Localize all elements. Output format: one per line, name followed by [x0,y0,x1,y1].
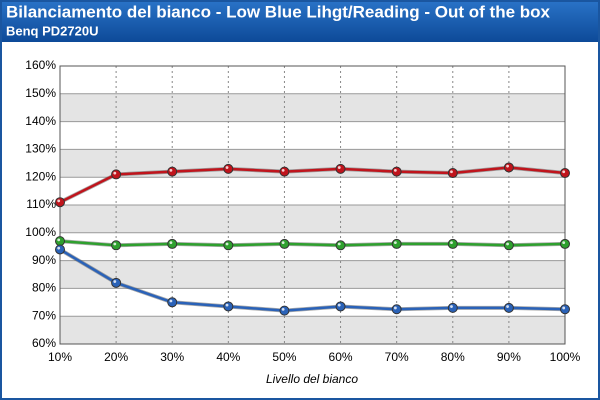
line [59,166,566,204]
point-highlight [562,241,566,245]
point [560,238,570,249]
point-highlight [337,242,341,246]
point [167,297,178,308]
point-highlight [450,241,453,245]
point [447,302,458,313]
y-tick-label: 70% [32,308,56,322]
y-tick-label: 140% [25,114,56,128]
point-highlight [450,170,453,174]
point [111,240,122,251]
x-tick-label: 20% [104,350,128,364]
chart-title: Bilanciamento del bianco - Low Blue Lihg… [6,2,551,21]
point [335,301,346,312]
point-highlight [57,246,61,250]
point-highlight [393,168,397,172]
y-tick-label: 90% [32,253,56,267]
point-highlight [281,241,285,245]
header [0,0,600,42]
point [111,169,122,180]
line [59,239,566,247]
point-highlight [506,305,509,308]
point-highlight [506,242,509,246]
point-highlight [113,280,117,283]
point [279,305,290,316]
point [503,162,514,173]
point [55,244,65,255]
point [447,168,458,179]
point [223,240,234,251]
y-tick-label: 150% [25,86,56,100]
point [55,197,65,208]
point [279,238,290,249]
point [391,304,402,315]
point [167,238,178,249]
point [560,168,570,179]
point-highlight [169,241,173,245]
x-tick-label: 90% [497,350,521,364]
x-axis-label: Livello del bianco [266,372,358,386]
x-tick-label: 100% [550,350,581,364]
point [279,166,290,177]
point [560,304,570,315]
x-tick-label: 10% [48,350,72,364]
point-highlight [562,306,566,310]
grid-band [60,93,565,122]
point-highlight [337,303,341,307]
y-tick-label: 100% [25,225,56,239]
x-tick-label: 40% [216,350,240,364]
x-tick-label: 60% [329,350,353,364]
point-highlight [281,168,285,172]
y-tick-label: 120% [25,169,56,183]
point [335,240,346,251]
x-tick-label: 70% [385,350,409,364]
point [391,166,402,177]
point [391,238,402,249]
point-highlight [281,307,285,311]
y-tick-label: 130% [25,142,56,156]
point-highlight [506,164,509,168]
point [55,236,65,247]
point-highlight [57,238,61,242]
point-highlight [562,170,566,174]
point [503,240,514,251]
y-tick-label: 80% [32,281,56,295]
point-highlight [337,166,341,169]
point-highlight [169,299,173,303]
point-highlight [225,242,229,246]
point [223,163,234,174]
grid-band [60,260,565,289]
point-highlight [113,171,117,175]
point [223,301,234,312]
x-tick-label: 80% [441,350,465,364]
point [111,277,122,288]
y-tick-label: 160% [25,58,56,72]
point [503,302,514,313]
point-highlight [225,303,229,307]
point-highlight [57,199,61,203]
point [167,166,178,177]
y-tick-label: 60% [32,336,56,350]
x-tick-label: 30% [160,350,184,364]
point [447,238,458,249]
line [59,248,566,312]
grid-band [60,316,565,344]
point-highlight [393,306,397,310]
grid-band [60,205,565,233]
point-highlight [450,305,453,308]
x-tick-label: 50% [272,350,296,364]
point-highlight [393,241,397,245]
y-tick-label: 110% [26,197,56,211]
point [335,163,346,174]
point-highlight [169,168,173,172]
point-highlight [225,166,229,169]
point-highlight [113,242,117,246]
chart-subtitle: Benq PD2720U [6,23,98,38]
